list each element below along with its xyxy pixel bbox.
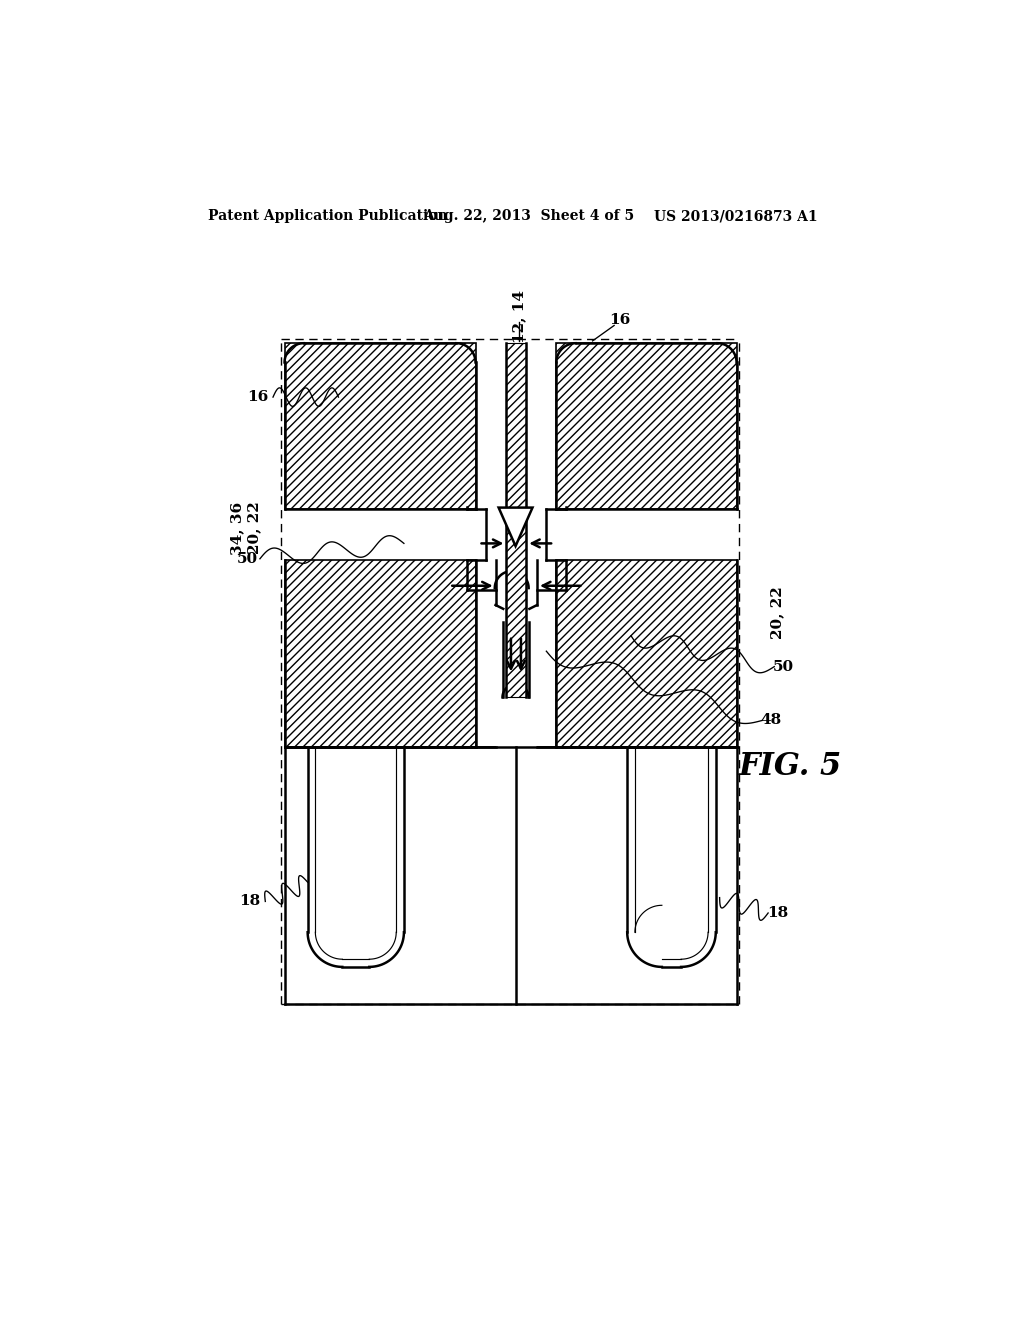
Polygon shape [506, 343, 526, 697]
Polygon shape [486, 508, 547, 561]
Polygon shape [496, 561, 538, 605]
Polygon shape [556, 561, 736, 747]
Text: 20, 22: 20, 22 [247, 502, 261, 554]
Polygon shape [556, 343, 736, 508]
Text: 50: 50 [773, 660, 794, 673]
Text: 20, 22: 20, 22 [770, 586, 784, 639]
Polygon shape [506, 343, 526, 697]
Text: 18: 18 [767, 906, 788, 920]
Text: FIG. 5: FIG. 5 [739, 751, 842, 783]
Polygon shape [285, 343, 475, 508]
Polygon shape [499, 508, 532, 546]
Text: 12, 14: 12, 14 [512, 290, 526, 343]
Text: 50: 50 [237, 552, 258, 566]
Text: Aug. 22, 2013  Sheet 4 of 5: Aug. 22, 2013 Sheet 4 of 5 [423, 209, 634, 223]
Text: 16: 16 [247, 391, 268, 404]
Text: 34, 36: 34, 36 [229, 502, 244, 554]
Polygon shape [286, 748, 735, 1002]
Text: 48: 48 [761, 714, 782, 727]
Text: 18: 18 [240, 895, 260, 908]
Polygon shape [285, 561, 475, 747]
Text: Patent Application Publication: Patent Application Publication [208, 209, 447, 223]
Text: 16: 16 [609, 313, 630, 327]
Text: US 2013/0216873 A1: US 2013/0216873 A1 [654, 209, 818, 223]
